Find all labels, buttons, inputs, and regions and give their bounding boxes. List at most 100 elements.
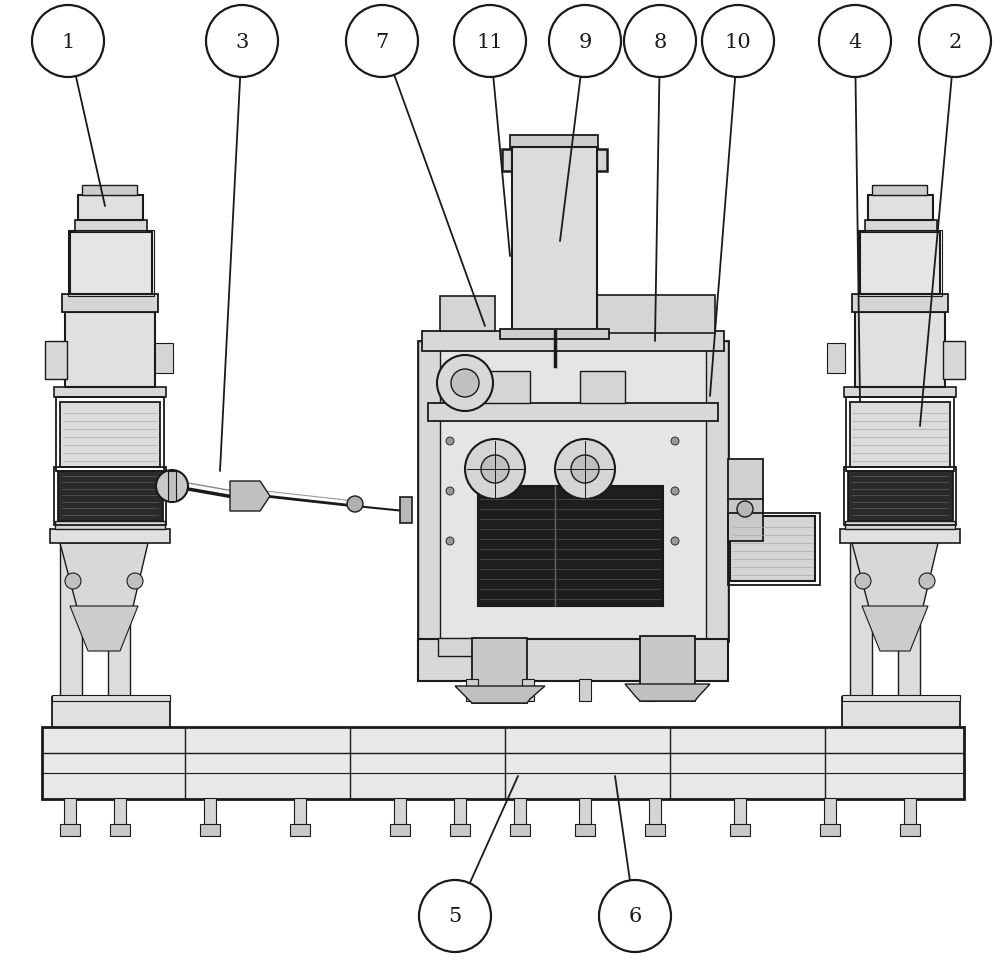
Circle shape — [919, 574, 935, 589]
Circle shape — [446, 537, 454, 546]
Bar — [522, 679, 534, 702]
Bar — [842, 698, 960, 727]
Bar — [820, 825, 840, 836]
Bar — [55, 522, 165, 530]
Bar — [846, 398, 954, 472]
Text: 10: 10 — [725, 33, 751, 52]
Circle shape — [65, 574, 81, 589]
Bar — [728, 513, 820, 585]
Circle shape — [346, 6, 418, 78]
Bar — [898, 542, 920, 698]
Bar — [45, 342, 67, 380]
Bar — [734, 799, 746, 826]
Bar — [168, 472, 176, 502]
Circle shape — [555, 439, 615, 500]
Bar — [114, 799, 126, 826]
Circle shape — [232, 483, 258, 509]
Bar — [844, 387, 956, 398]
Bar — [850, 403, 950, 467]
Bar — [872, 185, 927, 196]
Bar — [900, 825, 920, 836]
Bar — [438, 638, 483, 656]
Text: 3: 3 — [235, 33, 249, 52]
Bar — [418, 342, 728, 641]
Text: 5: 5 — [448, 906, 462, 925]
Bar — [70, 233, 152, 295]
Polygon shape — [60, 543, 148, 611]
Circle shape — [671, 487, 679, 496]
Circle shape — [419, 880, 491, 952]
Circle shape — [599, 880, 671, 952]
Circle shape — [437, 356, 493, 411]
Bar — [400, 498, 412, 524]
Bar — [840, 530, 960, 543]
Bar — [860, 233, 940, 295]
Bar — [204, 799, 216, 826]
Circle shape — [347, 497, 363, 512]
Bar — [60, 403, 160, 467]
Circle shape — [671, 537, 679, 546]
Bar — [827, 344, 845, 374]
Polygon shape — [230, 481, 270, 511]
Circle shape — [671, 437, 679, 446]
Polygon shape — [862, 606, 928, 652]
Circle shape — [819, 6, 891, 78]
Bar — [514, 799, 526, 826]
Circle shape — [737, 502, 753, 517]
Bar — [466, 679, 478, 702]
Bar — [595, 296, 715, 333]
Bar — [485, 372, 530, 404]
Bar — [644, 679, 656, 702]
Bar — [478, 486, 663, 606]
Bar — [728, 500, 763, 541]
Bar — [868, 196, 933, 221]
Bar — [62, 295, 158, 312]
Bar — [454, 799, 466, 826]
Bar — [60, 542, 82, 698]
Bar — [649, 799, 661, 826]
Bar — [580, 372, 625, 404]
Circle shape — [127, 574, 143, 589]
Circle shape — [571, 456, 599, 483]
Bar — [155, 344, 173, 374]
Bar — [844, 467, 956, 526]
Bar — [418, 639, 728, 681]
Text: 1: 1 — [61, 33, 75, 52]
Bar — [575, 825, 595, 836]
Circle shape — [446, 487, 454, 496]
Bar — [42, 727, 964, 800]
Text: 4: 4 — [848, 33, 862, 52]
Bar — [294, 799, 306, 826]
Text: 7: 7 — [375, 33, 389, 52]
Bar — [60, 825, 80, 836]
Bar — [428, 404, 718, 422]
Circle shape — [156, 471, 188, 503]
Bar — [472, 638, 527, 703]
Circle shape — [855, 574, 871, 589]
Bar — [850, 542, 872, 698]
Bar — [645, 825, 665, 836]
Bar — [418, 342, 440, 641]
Bar — [200, 825, 220, 836]
Bar — [943, 342, 965, 380]
Circle shape — [549, 6, 621, 78]
Bar — [848, 472, 953, 522]
Bar — [512, 148, 597, 333]
Text: 9: 9 — [578, 33, 592, 52]
Bar — [52, 695, 170, 702]
Bar — [502, 150, 607, 172]
Text: 6: 6 — [628, 906, 642, 925]
Bar — [579, 799, 591, 826]
Bar — [54, 387, 166, 398]
Circle shape — [624, 6, 696, 78]
Bar — [54, 467, 166, 526]
Circle shape — [454, 6, 526, 78]
Bar — [855, 312, 945, 387]
Bar — [422, 332, 724, 352]
Bar — [500, 330, 609, 339]
Circle shape — [481, 456, 509, 483]
Bar — [730, 825, 750, 836]
Bar — [58, 472, 163, 522]
Bar — [579, 679, 591, 702]
Bar — [904, 799, 916, 826]
